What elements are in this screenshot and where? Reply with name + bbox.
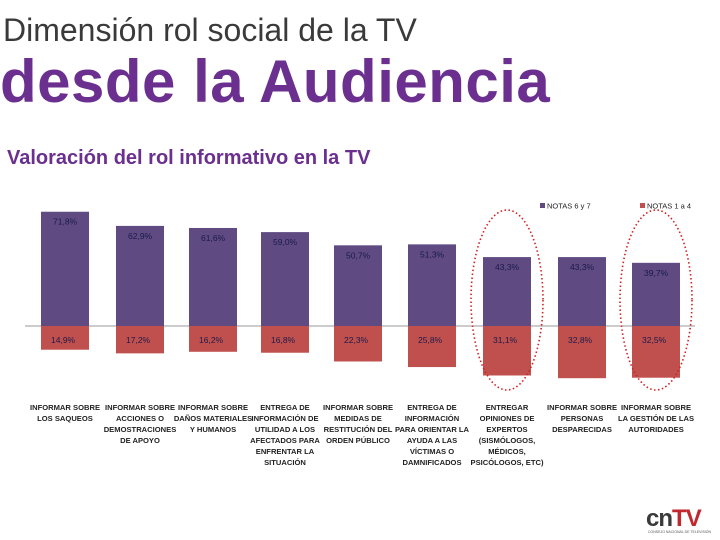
- category-label: ENTREGA DE: [407, 403, 457, 412]
- bar-negative: [408, 326, 456, 368]
- data-label-negative: 31,1%: [493, 335, 518, 345]
- data-label-negative: 32,8%: [568, 335, 593, 345]
- category-label: INFORMACIÓN DE: [251, 414, 318, 423]
- data-label-negative: 16,2%: [199, 335, 224, 345]
- category-label: MEDIDAS DE: [334, 414, 382, 423]
- legend-label-notas-1-4: NOTAS 1 a 4: [647, 202, 691, 211]
- category-label: DE APOYO: [120, 436, 160, 445]
- category-label: DAMNIFICADOS: [402, 458, 461, 467]
- chart-subtitle: Valoración del rol informativo en la TV: [7, 147, 371, 169]
- data-label-negative: 22,3%: [344, 335, 369, 345]
- category-label: OPINIONES DE: [480, 414, 535, 423]
- legend-label-notas-6-7: NOTAS 6 y 7: [547, 202, 591, 211]
- category-label: LA GESTIÓN DE LAS: [618, 414, 694, 423]
- category-label: ACCIONES O: [116, 414, 164, 423]
- bar-chart: 71,8% 14,9% INFORMAR SOBRE LOS SAQUEOS 62,9%…: [25, 202, 695, 467]
- bar-negative: [558, 326, 606, 379]
- highlight-circle: [619, 209, 693, 391]
- category-label: VÍCTIMAS O: [410, 447, 454, 456]
- bar-positive: [116, 225, 164, 326]
- highlight-circle: [470, 209, 544, 391]
- data-label-positive: 62,9%: [128, 231, 153, 241]
- data-label-positive: 39,7%: [644, 268, 669, 278]
- category-label: INFORMACIÓN: [405, 414, 459, 423]
- category-label: SITUACIÓN: [264, 458, 306, 467]
- category-label: AUTORIDADES: [628, 425, 684, 434]
- bar-negative: [189, 326, 237, 352]
- logo-letter-n: n: [658, 505, 673, 532]
- category-label: AFECTADOS PARA: [250, 436, 320, 445]
- data-label-positive: 50,7%: [346, 250, 371, 260]
- category-label: DESPARECIDAS: [552, 425, 612, 434]
- category-label: Y HUMANOS: [190, 425, 236, 434]
- data-label-negative: 16,8%: [271, 335, 296, 345]
- category-label: INFORMAR SOBRE: [621, 403, 691, 412]
- category-label: INFORMAR SOBRE: [105, 403, 175, 412]
- data-label-negative: 14,9%: [51, 335, 76, 345]
- data-label-positive: 43,3%: [570, 262, 595, 272]
- data-label-positive: 61,6%: [201, 233, 226, 243]
- category-label: ENTREGAR: [486, 403, 529, 412]
- data-label-positive: 59,0%: [273, 237, 298, 247]
- category-label: INFORMAR SOBRE: [323, 403, 393, 412]
- bar-positive: [261, 232, 309, 326]
- bar-negative: [334, 326, 382, 362]
- category-label: DAÑOS MATERIALES: [174, 414, 252, 423]
- category-label: MÉDICOS,: [488, 447, 526, 456]
- slide-title-line1: Dimensión rol social de la TV: [3, 12, 417, 48]
- data-label-negative: 25,8%: [418, 335, 443, 345]
- bar-negative: [632, 326, 680, 378]
- category-label: EXPERTOS: [486, 425, 527, 434]
- bar-positive: [334, 245, 382, 326]
- bar-positive: [408, 244, 456, 326]
- category-label: INFORMAR SOBRE: [30, 403, 100, 412]
- data-label-positive: 71,8%: [53, 217, 78, 227]
- bar-negative: [41, 326, 89, 350]
- slide-title-line2: desde la Audiencia: [0, 48, 551, 115]
- bar-positive: [558, 257, 606, 326]
- category-label: INFORMAR SOBRE: [547, 403, 617, 412]
- category-label: RESTITUCIÓN DEL: [324, 425, 393, 434]
- category-label: AYUDA A LAS: [407, 436, 457, 445]
- bar-negative: [116, 326, 164, 354]
- category-label: PERSONAS: [561, 414, 604, 423]
- legend-swatch-notas-1-4: [640, 203, 645, 208]
- data-label-positive: 51,3%: [420, 249, 445, 259]
- category-label: PARA ORIENTAR LA: [395, 425, 470, 434]
- category-label: (SISMÓLOGOS,: [479, 436, 536, 445]
- bar-positive: [41, 211, 89, 326]
- logo-letter-c: c: [646, 505, 659, 532]
- bar-positive: [632, 262, 680, 326]
- bar-positive: [189, 227, 237, 326]
- data-label-negative: 17,2%: [126, 335, 151, 345]
- category-label: PSICÓLOGOS, ETC): [471, 458, 544, 467]
- category-label: ORDEN PÚBLICO: [326, 436, 390, 445]
- category-label: UTILIDAD A LOS: [255, 425, 315, 434]
- category-label: INFORMAR SOBRE: [178, 403, 248, 412]
- data-label-negative: 32,5%: [642, 335, 667, 345]
- bar-negative: [261, 326, 309, 353]
- legend-swatch-notas-6-7: [540, 203, 545, 208]
- cntv-logo: cnTV CONSEJO NACIONAL DE TELEVISIÓN: [646, 505, 718, 538]
- category-label: ENTREGA DE: [260, 403, 310, 412]
- category-label: DEMOSTRACIONES: [104, 425, 177, 434]
- logo-tagline: CONSEJO NACIONAL DE TELEVISIÓN: [648, 530, 712, 534]
- logo-letters-tv: TV: [672, 505, 702, 532]
- bar-positive: [483, 257, 531, 326]
- category-label: LOS SAQUEOS: [37, 414, 93, 423]
- bar-negative: [483, 326, 531, 376]
- data-label-positive: 43,3%: [495, 262, 520, 272]
- category-label: ENFRENTAR LA: [256, 447, 315, 456]
